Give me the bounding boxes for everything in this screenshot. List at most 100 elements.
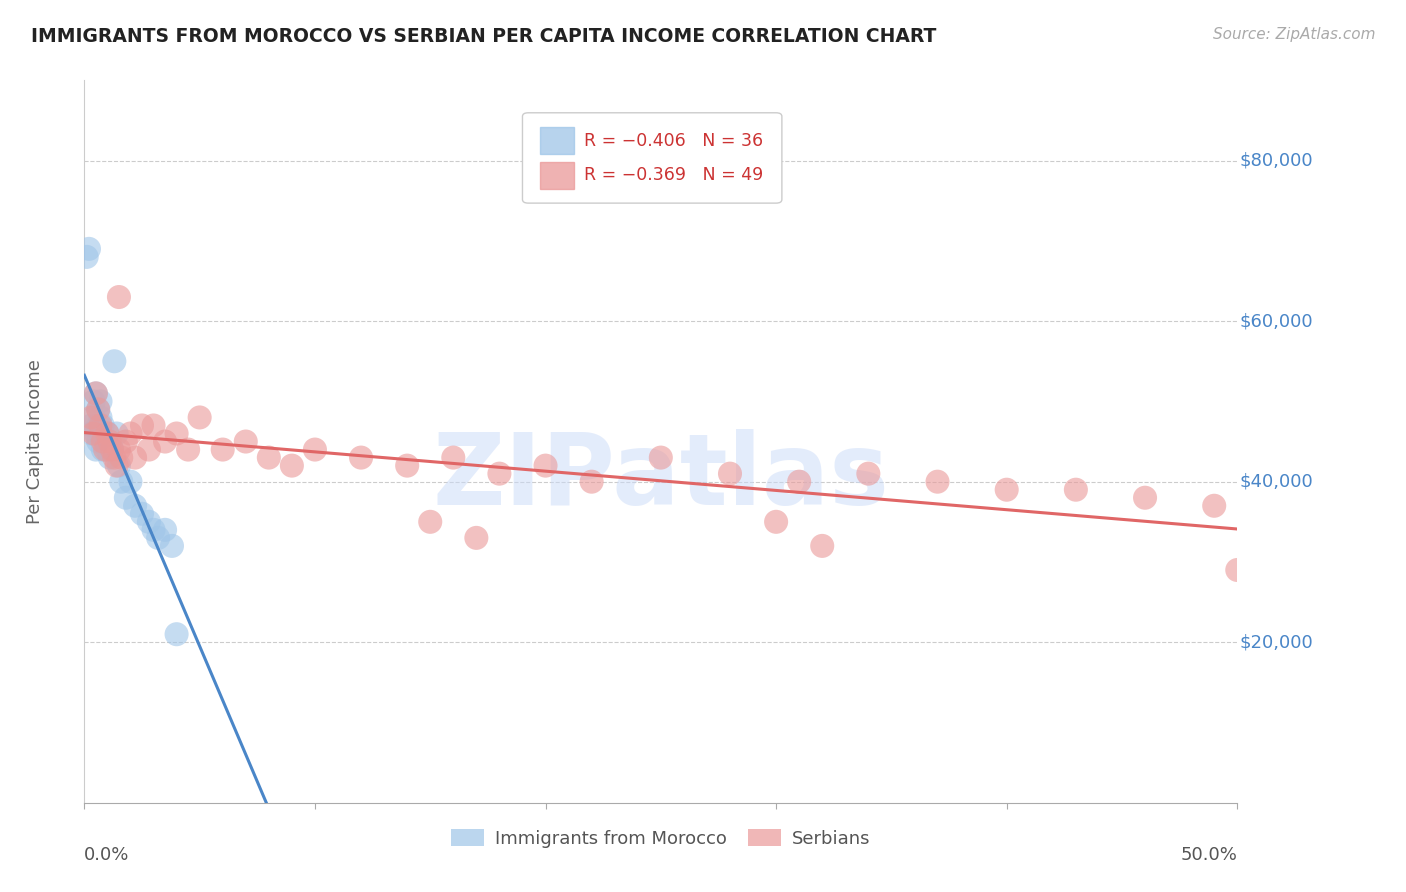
Point	[441, 450, 464, 465]
Point	[89, 418, 111, 433]
Point	[83, 410, 105, 425]
Legend: Immigrants from Morocco, Serbians: Immigrants from Morocco, Serbians	[444, 822, 877, 855]
Point	[304, 442, 326, 457]
Point	[142, 523, 165, 537]
Point	[84, 386, 107, 401]
Text: $40,000: $40,000	[1240, 473, 1313, 491]
Point	[650, 450, 672, 465]
Point	[80, 426, 103, 441]
Point	[120, 475, 142, 489]
Point	[124, 499, 146, 513]
Point	[995, 483, 1018, 497]
Point	[534, 458, 557, 473]
Point	[80, 410, 103, 425]
Point	[96, 426, 118, 441]
Point	[115, 491, 138, 505]
Point	[235, 434, 257, 449]
Point	[131, 418, 153, 433]
Point	[419, 515, 441, 529]
Point	[94, 442, 117, 457]
Point	[76, 250, 98, 264]
Point	[101, 442, 124, 457]
Text: 50.0%: 50.0%	[1181, 847, 1237, 864]
Point	[83, 426, 105, 441]
Point	[77, 242, 100, 256]
Point	[103, 450, 125, 465]
Point	[96, 426, 118, 441]
Point	[96, 442, 118, 457]
Point	[91, 434, 114, 449]
Bar	[540, 162, 575, 189]
Text: $80,000: $80,000	[1240, 152, 1313, 169]
Point	[858, 467, 880, 481]
Point	[94, 434, 117, 449]
Point	[138, 515, 160, 529]
Point	[120, 426, 142, 441]
Point	[87, 434, 110, 449]
Point	[87, 402, 110, 417]
Point	[87, 418, 110, 433]
Point	[84, 426, 107, 441]
Point	[91, 442, 114, 457]
Point	[927, 475, 949, 489]
Point	[98, 434, 121, 449]
Point	[166, 426, 188, 441]
Point	[108, 458, 131, 473]
Point	[153, 434, 176, 449]
Text: IMMIGRANTS FROM MOROCCO VS SERBIAN PER CAPITA INCOME CORRELATION CHART: IMMIGRANTS FROM MOROCCO VS SERBIAN PER C…	[31, 27, 936, 45]
Bar	[540, 128, 575, 153]
Point	[1204, 499, 1226, 513]
Point	[718, 467, 741, 481]
Text: R = −0.406   N = 36: R = −0.406 N = 36	[583, 131, 762, 150]
Point	[138, 442, 160, 457]
Point	[124, 450, 146, 465]
Point	[91, 418, 114, 433]
Point	[765, 515, 787, 529]
Text: Per Capita Income: Per Capita Income	[25, 359, 44, 524]
Point	[108, 290, 131, 304]
Point	[465, 531, 488, 545]
FancyBboxPatch shape	[523, 112, 782, 203]
Point	[105, 458, 128, 473]
Point	[84, 442, 107, 457]
Point	[87, 402, 110, 417]
Point	[80, 418, 103, 433]
Point	[110, 450, 132, 465]
Point	[787, 475, 810, 489]
Point	[350, 450, 373, 465]
Point	[1226, 563, 1249, 577]
Point	[188, 410, 211, 425]
Point	[105, 426, 128, 441]
Point	[177, 442, 200, 457]
Point	[89, 394, 111, 409]
Point	[101, 442, 124, 457]
Point	[281, 458, 304, 473]
Point	[103, 354, 125, 368]
Text: R = −0.369   N = 49: R = −0.369 N = 49	[583, 167, 763, 185]
Point	[488, 467, 510, 481]
Point	[160, 539, 183, 553]
Text: Source: ZipAtlas.com: Source: ZipAtlas.com	[1212, 27, 1375, 42]
Point	[166, 627, 188, 641]
Point	[84, 386, 107, 401]
Point	[131, 507, 153, 521]
Point	[108, 442, 131, 457]
Point	[1064, 483, 1087, 497]
Text: ZIPatlas: ZIPatlas	[433, 429, 889, 526]
Point	[89, 410, 111, 425]
Point	[396, 458, 419, 473]
Point	[146, 531, 169, 545]
Point	[115, 434, 138, 449]
Text: 0.0%: 0.0%	[84, 847, 129, 864]
Point	[110, 475, 132, 489]
Point	[211, 442, 233, 457]
Point	[142, 418, 165, 433]
Point	[98, 450, 121, 465]
Point	[1133, 491, 1156, 505]
Text: $20,000: $20,000	[1240, 633, 1313, 651]
Point	[811, 539, 834, 553]
Text: $60,000: $60,000	[1240, 312, 1313, 330]
Point	[83, 394, 105, 409]
Point	[581, 475, 603, 489]
Point	[153, 523, 176, 537]
